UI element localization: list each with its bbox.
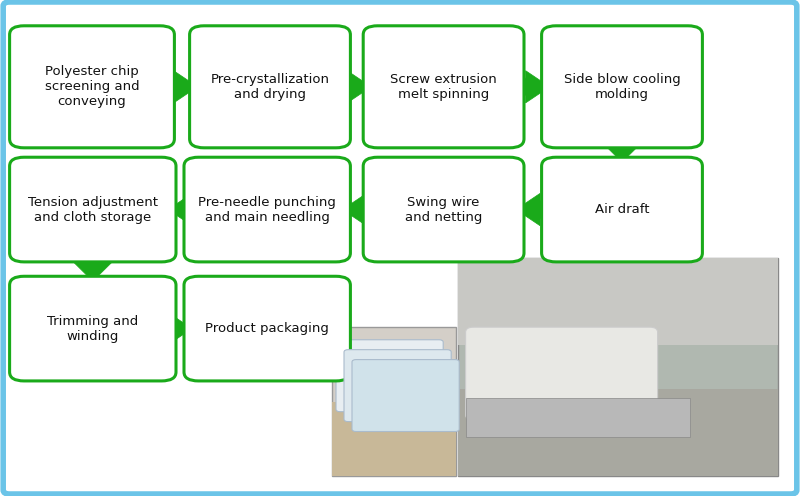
FancyBboxPatch shape: [542, 26, 702, 148]
FancyBboxPatch shape: [336, 340, 443, 412]
FancyBboxPatch shape: [466, 398, 690, 437]
Polygon shape: [166, 71, 198, 103]
FancyBboxPatch shape: [184, 276, 350, 381]
FancyBboxPatch shape: [363, 157, 524, 262]
Text: Swing wire
and netting: Swing wire and netting: [405, 195, 482, 224]
FancyBboxPatch shape: [344, 350, 451, 422]
Text: Side blow cooling
molding: Side blow cooling molding: [564, 73, 680, 101]
FancyBboxPatch shape: [458, 258, 778, 476]
Text: Polyester chip
screening and
conveying: Polyester chip screening and conveying: [45, 65, 139, 108]
Polygon shape: [342, 71, 371, 103]
FancyBboxPatch shape: [190, 26, 350, 148]
FancyBboxPatch shape: [184, 157, 350, 262]
FancyBboxPatch shape: [466, 327, 658, 420]
Polygon shape: [602, 142, 642, 162]
Text: Pre-crystallization
and drying: Pre-crystallization and drying: [210, 73, 330, 101]
Polygon shape: [168, 193, 192, 226]
Text: Air draft: Air draft: [594, 203, 650, 216]
FancyBboxPatch shape: [458, 258, 778, 345]
FancyBboxPatch shape: [332, 402, 456, 476]
FancyBboxPatch shape: [542, 157, 702, 262]
FancyBboxPatch shape: [10, 26, 174, 148]
Polygon shape: [168, 312, 192, 345]
FancyBboxPatch shape: [10, 157, 176, 262]
Text: Trimming and
winding: Trimming and winding: [47, 314, 138, 343]
Polygon shape: [516, 71, 550, 103]
FancyBboxPatch shape: [363, 26, 524, 148]
FancyBboxPatch shape: [10, 276, 176, 381]
FancyBboxPatch shape: [332, 327, 456, 476]
FancyBboxPatch shape: [458, 389, 778, 476]
Text: Pre-needle punching
and main needling: Pre-needle punching and main needling: [198, 195, 336, 224]
FancyBboxPatch shape: [352, 360, 459, 432]
Polygon shape: [342, 193, 371, 226]
Text: Screw extrusion
melt spinning: Screw extrusion melt spinning: [390, 73, 497, 101]
FancyBboxPatch shape: [3, 2, 797, 494]
Polygon shape: [516, 193, 550, 226]
Polygon shape: [73, 257, 113, 281]
Text: Product packaging: Product packaging: [206, 322, 329, 335]
Text: Tension adjustment
and cloth storage: Tension adjustment and cloth storage: [28, 195, 158, 224]
